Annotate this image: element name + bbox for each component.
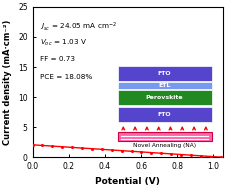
Text: FF = 0.73: FF = 0.73 (40, 56, 74, 62)
Text: PCE = 18.08%: PCE = 18.08% (40, 74, 92, 80)
Y-axis label: Current density (mA·cm⁻²): Current density (mA·cm⁻²) (3, 19, 12, 145)
Text: $J_{sc}$ = 24.05 mA cm$^{-2}$: $J_{sc}$ = 24.05 mA cm$^{-2}$ (40, 20, 116, 33)
Text: $V_{oc}$ = 1.03 V: $V_{oc}$ = 1.03 V (40, 38, 86, 48)
X-axis label: Potential (V): Potential (V) (95, 177, 159, 186)
